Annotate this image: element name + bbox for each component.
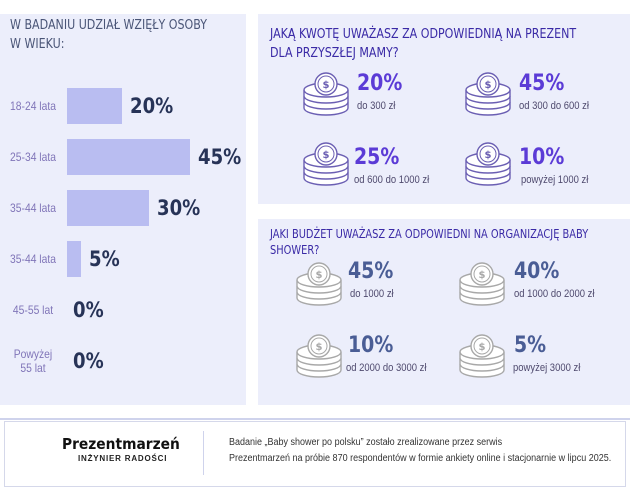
coin-stack-icon: $ [458, 334, 506, 383]
svg-text:$: $ [316, 342, 323, 353]
age-category-label: Powyżej 55 lat [7, 347, 59, 375]
stat-percent: 10% [519, 145, 565, 170]
age-value-label: 30% [157, 196, 201, 220]
age-bar [67, 190, 149, 226]
age-category-label-line: 35-44 lata [10, 252, 56, 266]
coin-stack-icon: $ [295, 262, 343, 311]
coin-stack-icon: $ [295, 334, 343, 383]
svg-text:$: $ [323, 80, 330, 91]
svg-text:$: $ [323, 150, 330, 161]
stat-percent: 45% [348, 259, 394, 284]
stat-range: od 2000 do 3000 zł [346, 362, 427, 374]
stat-range: od 1000 do 2000 zł [514, 288, 595, 300]
gift-question-title: Jaką kwotę uważasz za odpowiednią na pre… [270, 25, 576, 63]
age-value-label: 5% [88, 247, 120, 271]
brand-logo: Prezentmarzeń [62, 435, 180, 453]
stat-percent: 20% [357, 71, 403, 96]
age-bar [67, 139, 190, 175]
coin-stack-icon: $ [302, 142, 350, 191]
age-category-label: 35-44 lata [7, 201, 59, 215]
age-chart-title: W badaniu udział wzięły osoby w wieku: [10, 16, 207, 54]
coin-stack-icon: $ [464, 72, 512, 121]
footer [4, 421, 626, 487]
age-category-label: 35-44 lata [7, 252, 59, 266]
svg-text:$: $ [479, 342, 486, 353]
age-bar [67, 241, 81, 277]
stat-percent: 25% [354, 145, 400, 170]
age-value-label: 20% [129, 94, 173, 118]
age-value-label: 0% [73, 349, 104, 373]
brand-tagline: INŻYNIER RADOŚCI [78, 454, 168, 463]
age-value-label: 45% [198, 145, 242, 169]
footer-separator [203, 431, 204, 475]
stat-percent: 40% [514, 259, 560, 284]
stat-range: powyżej 1000 zł [521, 174, 589, 186]
footer-divider [0, 418, 630, 420]
age-category-label: 18-24 lata [7, 99, 59, 113]
shower-title-line-2: shower? [270, 243, 320, 257]
stat-range: od 600 do 1000 zł [354, 174, 430, 186]
footer-text-line-1: Badanie „Baby shower po polsku” zostało … [229, 437, 503, 448]
age-title-line-1: W badaniu udział wzięły osoby [10, 17, 207, 33]
age-bar [67, 88, 122, 124]
age-category-label: 45-55 lat [7, 303, 59, 317]
gift-title-line-2: dla przyszłej mamy? [270, 45, 399, 61]
coin-stack-icon: $ [464, 142, 512, 191]
age-title-line-2: w wieku: [10, 36, 65, 52]
coin-stack-icon: $ [302, 72, 350, 121]
stat-range: do 300 zł [357, 100, 396, 112]
age-value-label: 0% [73, 298, 104, 322]
stat-percent: 5% [514, 333, 547, 358]
svg-text:$: $ [316, 270, 323, 281]
stat-percent: 45% [519, 71, 565, 96]
age-category-label-line: 25-34 lata [10, 150, 56, 164]
age-category-label-line: 35-44 lata [10, 201, 56, 215]
age-category-label-line: 45-55 lat [12, 303, 54, 317]
shower-title-line-1: Jaki budżet uważasz za odpowiedni na org… [270, 227, 589, 241]
coin-stack-icon: $ [458, 262, 506, 311]
age-category-label-line: 18-24 lata [10, 99, 56, 113]
gift-title-line-1: Jaką kwotę uważasz za odpowiednią na pre… [270, 26, 577, 42]
age-category-label: 25-34 lata [7, 150, 59, 164]
stat-range: powyżej 3000 zł [513, 362, 581, 374]
stat-range: do 1000 zł [350, 288, 394, 300]
stat-percent: 10% [348, 333, 394, 358]
shower-question-title: Jaki budżet uważasz za odpowiedni na org… [270, 226, 588, 258]
age-category-label-line: 55 lat [20, 361, 46, 375]
stat-range: od 300 do 600 zł [519, 100, 589, 112]
svg-text:$: $ [485, 80, 492, 91]
age-category-label-line: Powyżej [13, 347, 53, 361]
footer-text-line-2: Prezentmarzeń na próbie 870 respondentów… [229, 453, 612, 464]
svg-text:$: $ [485, 150, 492, 161]
svg-text:$: $ [479, 270, 486, 281]
